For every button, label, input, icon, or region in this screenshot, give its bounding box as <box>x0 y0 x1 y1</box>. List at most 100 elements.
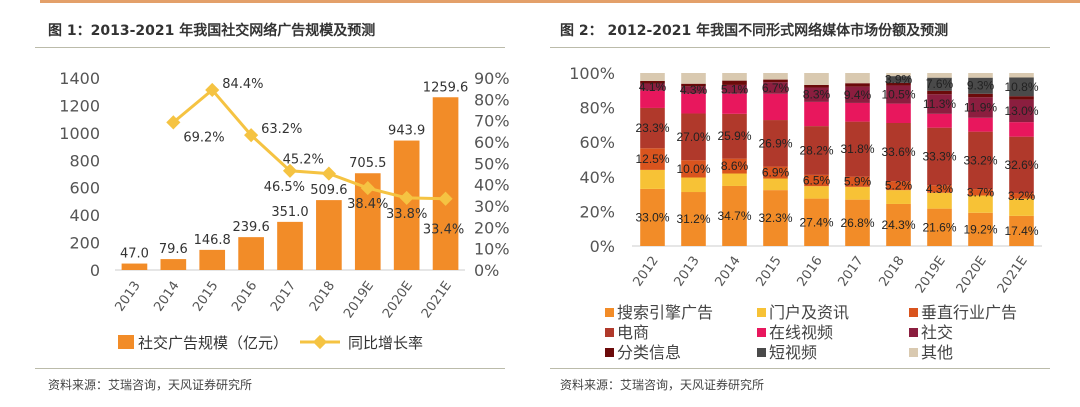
growth-data-label: 63.2% <box>261 122 302 137</box>
stacked-segment <box>804 73 829 85</box>
stacked-segment <box>804 84 829 88</box>
bar-data-label: 146.8 <box>194 233 231 248</box>
segment-data-label: 10.5% <box>881 88 915 102</box>
right-axis-tick: 30% <box>474 197 510 216</box>
stacked-segment <box>968 77 993 94</box>
bar-data-label: 239.6 <box>233 220 270 235</box>
stacked-segment <box>886 76 911 83</box>
x-tick-label: 2012 <box>631 254 662 290</box>
segment-data-label: 17.4% <box>1004 224 1038 238</box>
legend-swatch <box>909 348 918 357</box>
bar-data-label: 943.9 <box>388 124 425 139</box>
segment-data-label: 11.3% <box>923 97 956 111</box>
legend-swatch <box>605 328 614 337</box>
stacked-segment <box>640 73 665 81</box>
segment-data-label: 31.2% <box>676 212 710 226</box>
legend-label: 搜索引擎广告 <box>617 303 713 322</box>
stacked-segment <box>681 160 706 178</box>
x-tick-label: 2019E <box>341 279 377 321</box>
growth-data-label: 38.4% <box>347 197 388 212</box>
bar <box>199 249 226 270</box>
stacked-segment <box>640 80 665 84</box>
segment-data-label: 8.6% <box>721 159 749 173</box>
left-axis-tick: 0 <box>90 261 100 280</box>
segment-data-label: 9.3% <box>967 79 995 93</box>
right-axis-tick: 70% <box>474 112 510 131</box>
y-axis-tick: 40% <box>579 168 615 187</box>
segment-data-label: 9.4% <box>844 88 872 102</box>
stacked-segment <box>1009 136 1034 194</box>
chart2-title: 图 2： 2012-2021 年我国不同形式网络媒体市场份额及预测 <box>560 23 949 39</box>
stacked-segment <box>968 131 993 190</box>
legend-label: 分类信息 <box>617 343 681 362</box>
bar-data-label: 705.5 <box>349 156 386 171</box>
legend-label: 短视频 <box>769 343 817 362</box>
segment-data-label: 12.5% <box>635 152 669 166</box>
stacked-segment <box>640 169 665 189</box>
divider <box>550 368 1050 369</box>
stacked-segment <box>845 186 870 200</box>
y-axis-tick: 0% <box>590 237 615 256</box>
segment-data-label: 7.6% <box>926 77 954 91</box>
stacked-segment <box>927 73 952 78</box>
chart1-source: 资料来源：艾瑞咨询，天风证券研究所 <box>48 378 253 392</box>
divider <box>35 368 505 369</box>
stacked-segment <box>886 82 911 86</box>
bar <box>316 200 342 270</box>
growth-data-label: 45.2% <box>283 153 324 168</box>
right-axis-tick: 40% <box>474 176 510 195</box>
legend-swatch-marker <box>312 334 328 350</box>
segment-data-label: 10.0% <box>676 162 710 176</box>
stacked-segment <box>763 120 788 167</box>
stacked-segment <box>968 73 993 78</box>
stacked-segment <box>763 73 788 80</box>
segment-data-label: 33.0% <box>635 210 669 224</box>
stacked-segment <box>640 90 665 108</box>
bar-data-label: 79.6 <box>159 242 188 257</box>
x-tick-label: 2013 <box>672 254 703 290</box>
segment-data-label: 10.8% <box>1004 80 1038 94</box>
growth-marker <box>321 166 336 181</box>
x-tick-label: 2021E <box>995 254 1031 296</box>
growth-marker <box>360 181 375 196</box>
growth-marker <box>438 191 453 206</box>
stacked-segment <box>640 107 665 149</box>
growth-marker <box>282 163 298 178</box>
stacked-segment <box>1009 99 1034 123</box>
x-tick-label: 2014 <box>151 279 182 315</box>
x-tick-label: 2021E <box>419 279 455 321</box>
x-tick-label: 2020E <box>954 254 990 296</box>
segment-data-label: 5.1% <box>721 82 749 96</box>
bar-data-label: 351.0 <box>271 205 308 220</box>
bar <box>238 237 264 270</box>
segment-data-label: 13.0% <box>1004 104 1038 118</box>
stacked-segment <box>722 73 747 81</box>
right-axis-tick: 60% <box>474 133 510 152</box>
stacked-segment <box>886 73 911 77</box>
right-axis-tick: 90% <box>474 69 510 88</box>
stacked-segment <box>927 185 952 193</box>
legend-label: 电商 <box>617 323 649 342</box>
stacked-segment <box>968 212 993 246</box>
top-border <box>40 0 1080 3</box>
bar <box>121 263 148 270</box>
bar <box>393 140 420 270</box>
right-axis-tick: 20% <box>474 218 510 237</box>
stacked-segment <box>640 188 665 246</box>
x-tick-label: 2015 <box>190 279 221 315</box>
stacked-segment <box>927 208 952 246</box>
stacked-segment <box>722 80 747 85</box>
y-axis-tick: 100% <box>569 64 615 83</box>
segment-data-label: 8.3% <box>803 88 831 102</box>
stacked-segment <box>722 84 747 94</box>
legend-swatch <box>757 328 766 337</box>
right-axis-tick: 10% <box>474 240 510 259</box>
stacked-segment <box>886 103 911 123</box>
bar-data-label: 1259.6 <box>423 80 469 95</box>
segment-data-label: 27.4% <box>799 215 833 229</box>
stacked-segment <box>804 198 829 246</box>
stacked-segment <box>927 113 952 128</box>
x-tick-label: 2017 <box>836 254 867 290</box>
stacked-segment <box>845 73 870 84</box>
